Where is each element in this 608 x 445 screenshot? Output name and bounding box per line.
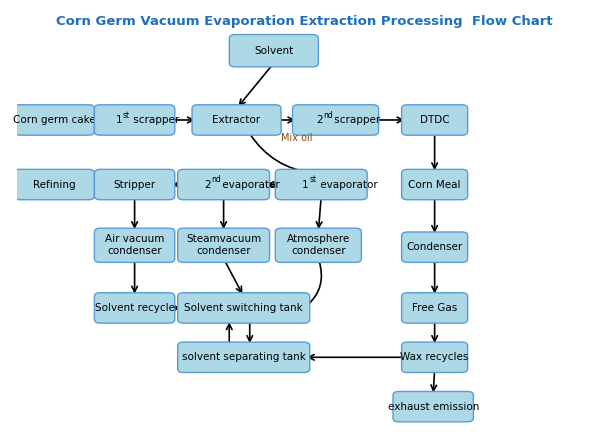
FancyBboxPatch shape	[393, 392, 474, 422]
Text: Corn Meal: Corn Meal	[409, 179, 461, 190]
Text: Corn germ cake: Corn germ cake	[13, 115, 95, 125]
Text: Air vacuum
condenser: Air vacuum condenser	[105, 235, 164, 256]
Text: Mix oil: Mix oil	[281, 133, 313, 143]
Text: Atmosphere
condenser: Atmosphere condenser	[287, 235, 350, 256]
FancyBboxPatch shape	[192, 105, 281, 135]
FancyBboxPatch shape	[94, 293, 174, 323]
Text: st: st	[123, 110, 130, 120]
FancyBboxPatch shape	[402, 293, 468, 323]
Text: scrapper: scrapper	[331, 115, 380, 125]
Text: Solvent recycle: Solvent recycle	[95, 303, 174, 313]
Text: scrapper: scrapper	[130, 115, 179, 125]
Text: DTDC: DTDC	[420, 115, 449, 125]
Text: 2: 2	[204, 179, 211, 190]
Text: evaporator: evaporator	[219, 179, 280, 190]
Text: 2: 2	[316, 115, 323, 125]
FancyBboxPatch shape	[402, 342, 468, 372]
FancyBboxPatch shape	[94, 228, 174, 263]
Text: st: st	[309, 175, 316, 184]
Text: Corn Germ Vacuum Evaporation Extraction Processing  Flow Chart: Corn Germ Vacuum Evaporation Extraction …	[56, 15, 552, 28]
FancyBboxPatch shape	[178, 293, 309, 323]
Text: Stripper: Stripper	[114, 179, 156, 190]
FancyBboxPatch shape	[402, 232, 468, 263]
FancyBboxPatch shape	[14, 105, 94, 135]
Text: Steamvacuum
condenser: Steamvacuum condenser	[186, 235, 261, 256]
Text: 1: 1	[116, 115, 122, 125]
FancyBboxPatch shape	[292, 105, 379, 135]
Text: nd: nd	[212, 175, 221, 184]
FancyBboxPatch shape	[14, 170, 94, 200]
Text: Extractor: Extractor	[212, 115, 261, 125]
FancyBboxPatch shape	[178, 228, 269, 263]
Text: Wax recycles: Wax recycles	[401, 352, 469, 362]
FancyBboxPatch shape	[402, 105, 468, 135]
FancyBboxPatch shape	[178, 342, 309, 372]
Text: 1: 1	[302, 179, 309, 190]
Text: Refining: Refining	[33, 179, 75, 190]
FancyBboxPatch shape	[275, 170, 367, 200]
Text: Free Gas: Free Gas	[412, 303, 457, 313]
FancyBboxPatch shape	[275, 228, 361, 263]
Text: solvent separating tank: solvent separating tank	[182, 352, 306, 362]
FancyBboxPatch shape	[229, 35, 319, 67]
Text: Solvent switching tank: Solvent switching tank	[184, 303, 303, 313]
Text: exhaust emission: exhaust emission	[387, 402, 479, 412]
FancyBboxPatch shape	[94, 170, 174, 200]
FancyBboxPatch shape	[402, 170, 468, 200]
FancyBboxPatch shape	[94, 105, 174, 135]
Text: nd: nd	[323, 110, 333, 120]
FancyArrowPatch shape	[250, 134, 313, 173]
Text: Solvent: Solvent	[254, 46, 294, 56]
FancyBboxPatch shape	[178, 170, 269, 200]
Text: evaporator: evaporator	[317, 179, 378, 190]
FancyArrowPatch shape	[308, 261, 322, 305]
Text: Condenser: Condenser	[407, 242, 463, 252]
